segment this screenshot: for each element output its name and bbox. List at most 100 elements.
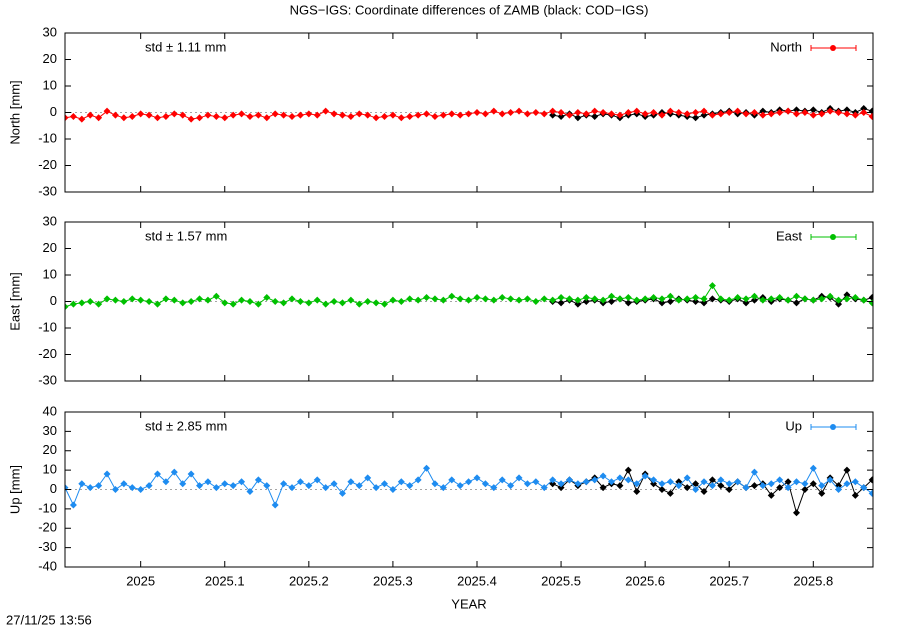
data-point <box>767 295 775 303</box>
data-point <box>120 114 128 122</box>
data-point <box>725 486 733 493</box>
data-point <box>372 299 380 307</box>
data-point <box>641 110 649 118</box>
data-point <box>456 482 464 490</box>
data-point <box>381 480 389 488</box>
data-point <box>540 484 548 492</box>
data-point <box>540 110 548 118</box>
data-point <box>389 296 397 304</box>
data-point <box>675 109 683 116</box>
data-point <box>700 107 708 115</box>
data-point <box>439 484 447 492</box>
data-point <box>549 111 557 119</box>
data-point <box>153 470 161 478</box>
data-point <box>246 298 254 305</box>
data-point <box>742 295 750 303</box>
data-point <box>759 111 767 119</box>
data-point <box>708 476 716 484</box>
data-point <box>776 476 784 484</box>
data-point <box>801 109 809 116</box>
y-tick-label: -30 <box>38 183 57 198</box>
data-point <box>296 111 304 119</box>
data-point <box>734 294 742 302</box>
data-point <box>792 106 800 114</box>
y-tick-label: -10 <box>38 319 57 334</box>
data-point <box>633 487 641 495</box>
data-point <box>692 294 700 302</box>
data-point <box>465 296 473 304</box>
data-point <box>574 109 582 116</box>
data-point <box>355 300 363 308</box>
data-point <box>843 291 851 299</box>
legend-marker <box>830 45 836 51</box>
data-point <box>792 509 800 517</box>
data-point <box>843 466 851 474</box>
data-point <box>692 109 700 116</box>
data-point <box>557 299 565 307</box>
data-point <box>305 110 313 118</box>
y-tick-label: 10 <box>43 77 57 92</box>
x-tick-label: 2025.6 <box>625 573 665 588</box>
data-point <box>254 300 262 308</box>
data-point <box>801 480 809 488</box>
data-point <box>397 114 405 122</box>
data-point <box>700 111 708 119</box>
data-point <box>624 466 632 474</box>
data-point <box>717 482 725 490</box>
data-point <box>776 294 784 302</box>
data-point <box>708 482 716 490</box>
data-point <box>179 480 187 488</box>
y-tick-label: -40 <box>38 558 57 573</box>
data-point <box>145 482 153 490</box>
data-point <box>742 299 750 307</box>
data-point <box>540 295 548 303</box>
data-point <box>280 111 288 119</box>
data-point <box>599 484 607 492</box>
data-point <box>708 282 716 290</box>
data-point <box>481 295 489 303</box>
data-point <box>69 501 77 509</box>
data-point <box>843 480 851 488</box>
data-point <box>717 295 725 303</box>
data-point <box>692 480 700 488</box>
data-point <box>591 112 599 120</box>
data-point <box>212 484 220 492</box>
legend-marker <box>830 234 836 240</box>
data-point <box>818 489 826 497</box>
data-point <box>523 295 531 303</box>
data-point <box>364 111 372 119</box>
data-point <box>658 295 666 303</box>
data-point <box>692 298 700 305</box>
data-point <box>137 110 145 118</box>
x-tick-label: 2025.4 <box>457 573 497 588</box>
data-point <box>490 484 498 492</box>
x-tick-label: 2025.8 <box>793 573 833 588</box>
data-point <box>137 296 145 304</box>
data-point <box>238 296 246 304</box>
data-point <box>481 480 489 488</box>
data-point <box>801 295 809 303</box>
data-point <box>229 300 237 308</box>
data-point <box>860 296 868 304</box>
data-point <box>153 114 161 122</box>
data-point <box>204 111 212 119</box>
y-axis-label: North [mm] <box>7 80 22 144</box>
data-point <box>734 478 742 486</box>
data-point <box>582 298 590 305</box>
data-point <box>700 295 708 303</box>
data-point <box>170 468 178 476</box>
data-point <box>843 110 851 118</box>
data-point <box>389 486 397 493</box>
data-point <box>641 295 649 303</box>
data-point <box>532 298 540 305</box>
data-point <box>111 296 119 304</box>
data-point <box>355 110 363 118</box>
data-point <box>263 114 271 122</box>
data-point <box>826 107 834 115</box>
data-point <box>271 501 279 509</box>
data-point <box>835 300 843 308</box>
legend-label: North <box>770 39 802 54</box>
data-point <box>196 114 204 122</box>
data-point <box>162 478 170 486</box>
data-point <box>246 487 254 495</box>
